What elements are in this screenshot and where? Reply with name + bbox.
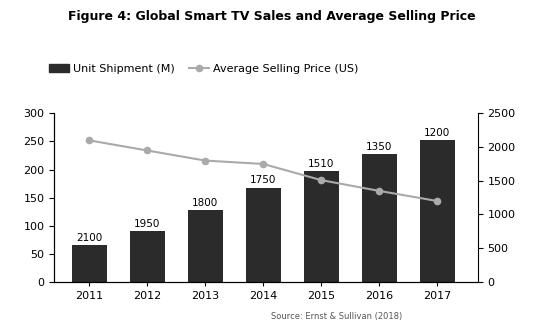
Legend: Unit Shipment (M), Average Selling Price (US): Unit Shipment (M), Average Selling Price…: [49, 64, 358, 74]
Bar: [304, 171, 339, 282]
Text: 1800: 1800: [192, 198, 218, 208]
Bar: [362, 154, 396, 282]
Text: 1950: 1950: [134, 219, 160, 229]
Bar: [130, 231, 165, 282]
Bar: [188, 210, 223, 282]
Bar: [72, 245, 106, 282]
Text: 2100: 2100: [76, 233, 102, 243]
Bar: [246, 188, 281, 282]
Text: 1200: 1200: [424, 128, 450, 138]
Text: 1350: 1350: [366, 142, 393, 152]
Text: Source: Ernst & Sullivan (2018): Source: Ernst & Sullivan (2018): [271, 312, 402, 321]
Text: Figure 4: Global Smart TV Sales and Average Selling Price: Figure 4: Global Smart TV Sales and Aver…: [68, 10, 475, 23]
Text: 1510: 1510: [308, 159, 334, 169]
Bar: [420, 140, 454, 282]
Text: 1750: 1750: [250, 175, 276, 185]
